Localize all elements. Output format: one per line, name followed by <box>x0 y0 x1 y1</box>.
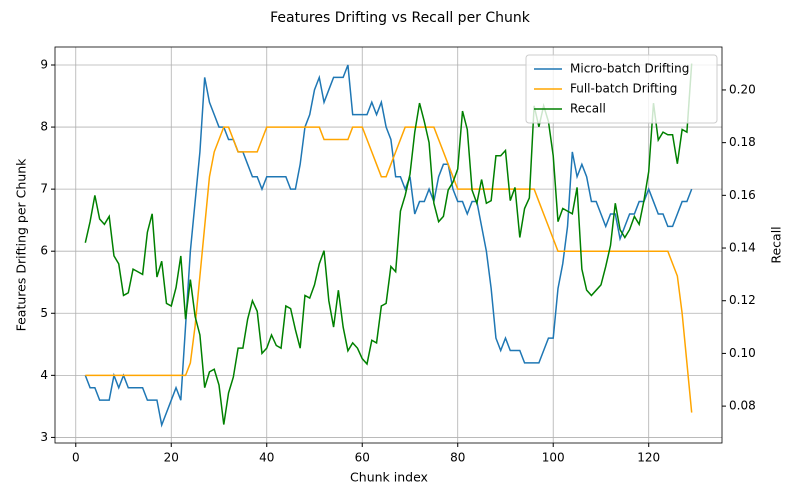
series-line <box>85 126 693 413</box>
y-tick-label: 7 <box>40 182 48 196</box>
y-tick-label: 5 <box>40 306 48 320</box>
y-tick-label: 8 <box>40 120 48 134</box>
chart-title: Features Drifting vs Recall per Chunk <box>270 10 531 26</box>
x-tick-label: 120 <box>637 451 660 465</box>
x-tick-label: 20 <box>164 451 179 465</box>
y2-tick-label: 0.16 <box>729 188 756 202</box>
y-tick-label: 9 <box>40 58 48 72</box>
y-tick-label: 3 <box>40 430 48 444</box>
y2-tick-label: 0.10 <box>729 346 756 360</box>
y2-axis-label: Recall <box>769 226 784 263</box>
y2-tick-label: 0.12 <box>729 293 756 307</box>
legend-box <box>525 54 718 124</box>
legend-label: Micro-batch Drifting <box>570 62 689 76</box>
legend-label: Full-batch Drifting <box>570 82 677 96</box>
x-tick-label: 100 <box>542 451 565 465</box>
x-tick-label: 0 <box>72 451 80 465</box>
y2-tick-label: 0.08 <box>729 399 756 413</box>
series-line <box>84 63 693 425</box>
y-tick-label: 6 <box>40 244 48 258</box>
x-axis-label: Chunk index <box>350 470 428 485</box>
y2-tick-label: 0.14 <box>729 241 756 255</box>
x-tick-label: 60 <box>355 451 370 465</box>
y2-tick-label: 0.20 <box>729 82 756 96</box>
y-tick-label: 4 <box>40 368 48 382</box>
plot-frame <box>54 46 723 444</box>
x-tick-label: 40 <box>259 451 274 465</box>
x-tick-label: 80 <box>450 451 465 465</box>
y-axis-label: Features Drifting per Chunk <box>14 158 29 332</box>
y2-tick-label: 0.18 <box>729 135 756 149</box>
legend-label: Recall <box>570 102 606 116</box>
